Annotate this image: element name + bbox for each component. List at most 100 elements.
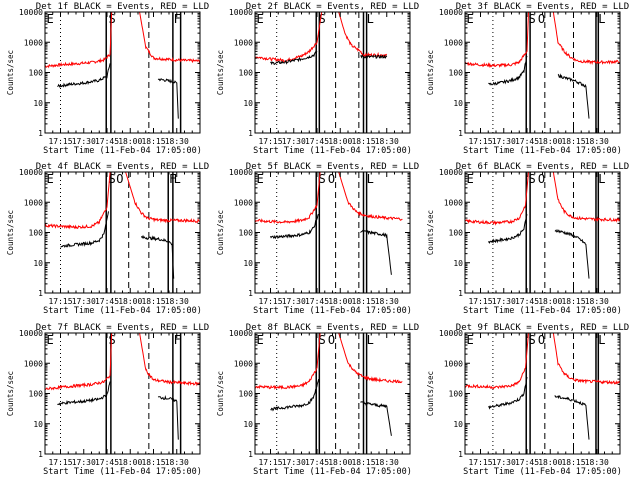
lld-series-line bbox=[338, 172, 403, 221]
events-series-line bbox=[488, 376, 528, 410]
x-tick-label: 18:00 bbox=[328, 137, 352, 146]
lld-series-line bbox=[552, 333, 620, 385]
x-tick-label: 18:15 bbox=[561, 297, 585, 306]
x-axis-label: Start Time (11-Feb-04 17:05:00) bbox=[463, 146, 622, 156]
x-tick-label: 17:30 bbox=[282, 297, 306, 306]
event-marker-label: S bbox=[109, 12, 116, 26]
y-tick-label: 10 bbox=[453, 259, 463, 268]
y-tick-label: 100 bbox=[29, 390, 44, 399]
x-axis-label: Start Time (11-Feb-04 17:05:00) bbox=[43, 467, 202, 477]
x-axis-label: Start Time (11-Feb-04 17:05:00) bbox=[253, 306, 412, 316]
y-tick-label: 1000 bbox=[444, 359, 463, 368]
lld-series-line bbox=[552, 12, 620, 65]
event-marker-label: E bbox=[47, 12, 54, 26]
y-axis-label: Counts/sec bbox=[216, 210, 225, 255]
event-marker-label: L bbox=[598, 12, 605, 26]
event-marker-label: F bbox=[174, 12, 181, 26]
y-axis-label: Counts/sec bbox=[216, 50, 225, 95]
y-tick-label: 1 bbox=[38, 129, 43, 138]
x-tick-label: 18:30 bbox=[585, 458, 609, 467]
event-marker-label: E bbox=[467, 172, 474, 186]
y-tick-label: 10 bbox=[33, 420, 43, 429]
event-marker-label: S bbox=[109, 172, 116, 186]
event-marker-label: O bbox=[538, 12, 545, 26]
x-tick-label: 17:45 bbox=[305, 297, 329, 306]
panel-title: Det 7f BLACK = Events, RED = LLD bbox=[36, 323, 209, 333]
x-tick-label: 18:15 bbox=[351, 458, 375, 467]
events-series-line bbox=[487, 214, 528, 244]
x-tick-label: 17:15 bbox=[48, 297, 72, 306]
y-tick-label: 1000 bbox=[24, 198, 43, 207]
plot-frame bbox=[254, 332, 411, 455]
y-tick-label: 1 bbox=[458, 129, 463, 138]
y-tick-label: 1000 bbox=[444, 38, 463, 47]
event-marker-label: E bbox=[467, 12, 474, 26]
lld-series-line bbox=[255, 333, 321, 390]
x-tick-label: 17:15 bbox=[48, 458, 72, 467]
x-tick-label: 17:45 bbox=[515, 297, 539, 306]
x-tick-label: 17:30 bbox=[72, 297, 96, 306]
event-marker-label: L bbox=[367, 333, 374, 347]
lld-series-line bbox=[45, 172, 111, 230]
plot-frame bbox=[254, 171, 411, 294]
y-tick-label: 100 bbox=[239, 69, 254, 78]
x-tick-label: 18:30 bbox=[165, 458, 189, 467]
event-marker-label: E bbox=[47, 172, 54, 186]
x-axis-label: Start Time (11-Feb-04 17:05:00) bbox=[43, 306, 202, 316]
x-tick-label: 17:45 bbox=[305, 137, 329, 146]
x-tick-label: 17:45 bbox=[515, 137, 539, 146]
y-axis-label: Counts/sec bbox=[216, 371, 225, 416]
event-marker-label: S bbox=[529, 12, 536, 26]
y-axis-label: Counts/sec bbox=[426, 371, 435, 416]
lld-series-line bbox=[45, 333, 113, 391]
lld-series-line bbox=[465, 172, 529, 226]
x-tick-label: 17:30 bbox=[72, 458, 96, 467]
plot-frame bbox=[44, 332, 201, 455]
x-tick-label: 17:15 bbox=[48, 137, 72, 146]
x-tick-label: 18:15 bbox=[141, 297, 165, 306]
events-series-line bbox=[60, 211, 109, 248]
panel-title: Det 3f BLACK = Events, RED = LLD bbox=[456, 2, 629, 12]
event-marker-label: L bbox=[367, 12, 374, 26]
events-series-line bbox=[554, 229, 590, 279]
plot-frame bbox=[254, 11, 411, 134]
event-marker-label: E bbox=[257, 172, 264, 186]
y-tick-label: 10000 bbox=[229, 8, 253, 17]
lld-series-line bbox=[255, 12, 323, 63]
event-marker-label: O bbox=[538, 333, 545, 347]
panel-title: Det 4f BLACK = Events, RED = LLD bbox=[36, 162, 209, 172]
y-axis-label: Counts/sec bbox=[6, 371, 15, 416]
y-axis-label: Counts/sec bbox=[6, 50, 15, 95]
x-tick-label: 18:15 bbox=[561, 137, 585, 146]
y-tick-label: 1000 bbox=[24, 38, 43, 47]
panel-title: Det 1f BLACK = Events, RED = LLD bbox=[36, 2, 209, 12]
y-axis-label: Counts/sec bbox=[426, 210, 435, 255]
plot-frame bbox=[44, 171, 201, 294]
y-tick-label: 10 bbox=[243, 99, 253, 108]
y-tick-label: 10 bbox=[243, 259, 253, 268]
x-tick-label: 18:00 bbox=[328, 458, 352, 467]
x-tick-label: 18:00 bbox=[538, 458, 562, 467]
x-tick-label: 18:15 bbox=[141, 458, 165, 467]
y-tick-label: 1 bbox=[38, 450, 43, 459]
event-marker-label: L bbox=[367, 172, 374, 186]
events-series-line bbox=[270, 378, 320, 412]
x-tick-label: 18:15 bbox=[141, 137, 165, 146]
x-tick-label: 17:15 bbox=[258, 297, 282, 306]
y-tick-label: 1000 bbox=[234, 359, 253, 368]
x-tick-label: 18:15 bbox=[351, 297, 375, 306]
plot-frame bbox=[464, 332, 621, 455]
panel-title: Det 2f BLACK = Events, RED = LLD bbox=[246, 2, 419, 12]
x-tick-label: 18:00 bbox=[328, 297, 352, 306]
events-series-line bbox=[360, 229, 392, 275]
event-marker-label: O bbox=[328, 172, 335, 186]
panel-title: Det 8f BLACK = Events, RED = LLD bbox=[246, 323, 419, 333]
lld-series-line bbox=[465, 12, 529, 69]
events-series-line bbox=[360, 401, 392, 436]
y-tick-label: 1 bbox=[248, 450, 253, 459]
x-axis-label: Start Time (11-Feb-04 17:05:00) bbox=[43, 146, 202, 156]
